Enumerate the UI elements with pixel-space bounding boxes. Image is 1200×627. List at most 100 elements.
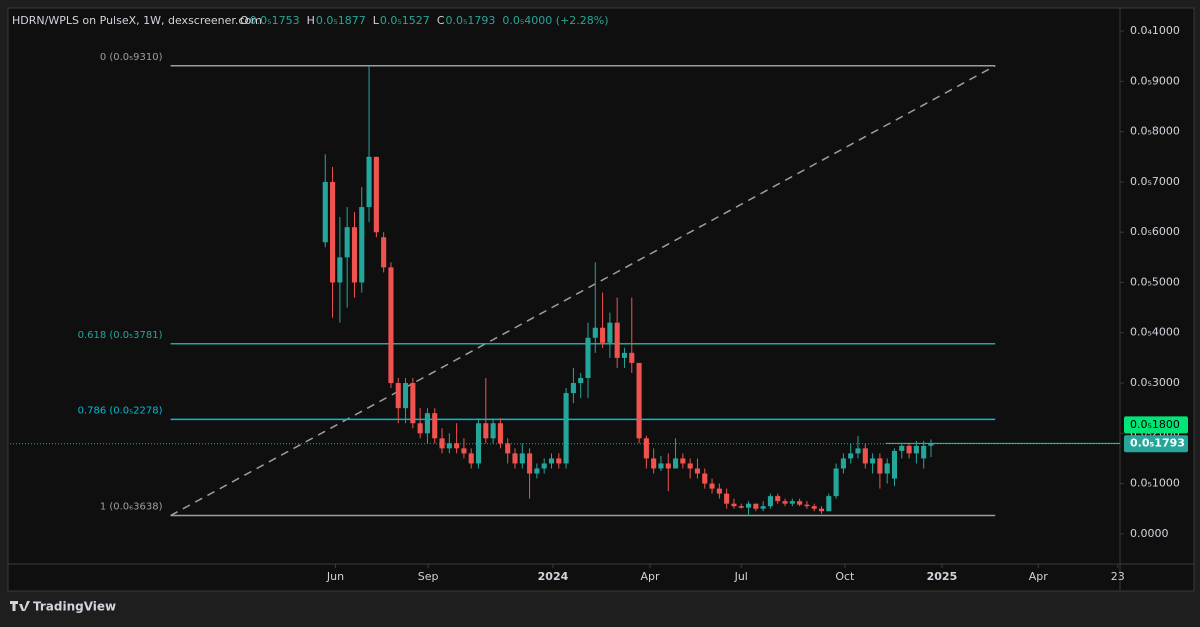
candle-body <box>636 362 642 439</box>
fib-label: 0.786 (0.0₅2278) <box>78 405 163 416</box>
candle-body <box>461 448 467 454</box>
x-tick-label: 23 <box>1111 570 1125 583</box>
fib-trend-line <box>170 65 996 517</box>
y-tick-label: 0.0₅5000 <box>1130 275 1180 288</box>
candle-body <box>811 506 817 509</box>
fib-label: 1 (0.0₆3638) <box>100 502 163 513</box>
candle-body <box>665 463 671 469</box>
candle-body <box>519 453 525 464</box>
candle-body <box>454 443 460 449</box>
candle-body <box>629 352 635 363</box>
y-tick-label: 0.0₅6000 <box>1130 225 1180 238</box>
candle-body <box>439 438 445 449</box>
legend-value: 0.0₅1753 <box>250 14 300 27</box>
x-tick-label: Apr <box>1029 570 1049 583</box>
candle-body <box>687 463 693 469</box>
candle-body <box>862 448 868 464</box>
last-price-label: 0.0₅1793 <box>1130 437 1185 450</box>
x-tick-label: 2024 <box>538 570 569 583</box>
candle-body <box>381 237 387 268</box>
x-tick-label: Oct <box>835 570 855 583</box>
candle-body <box>891 450 898 479</box>
candle-body <box>578 377 584 384</box>
fib-label: 0.618 (0.0₅3781) <box>78 330 163 341</box>
brand-name: TradingView <box>33 600 116 614</box>
x-tick-label: Apr <box>641 570 661 583</box>
candle-body <box>745 503 752 508</box>
candle-body <box>505 443 511 454</box>
candle-body <box>592 327 598 338</box>
brand-logo <box>10 601 30 611</box>
candle-body <box>833 468 839 497</box>
x-tick-label: Jul <box>734 570 748 583</box>
y-tick-label: 0.0₅4000 <box>1130 326 1180 339</box>
candle-body <box>884 463 890 474</box>
candle-body <box>826 496 832 512</box>
candle-body <box>373 156 379 233</box>
candle-body <box>840 458 846 469</box>
candle-body <box>417 423 423 434</box>
candle-body <box>848 453 854 459</box>
candle-body <box>767 496 773 507</box>
candle-body <box>600 327 606 343</box>
candle-body <box>651 458 657 469</box>
last-price-badge <box>1124 435 1188 453</box>
x-tick-label: 2025 <box>927 570 958 583</box>
candle-body <box>877 458 883 474</box>
candle-body <box>541 463 547 469</box>
candle-body <box>731 503 737 507</box>
candle-body <box>906 445 912 454</box>
candle-body <box>716 488 722 494</box>
candle-body <box>607 322 613 343</box>
candle-body <box>402 383 409 409</box>
y-tick-label: 0.0₄1000 <box>1130 24 1180 37</box>
candle-body <box>643 438 649 459</box>
candle-body <box>928 443 934 446</box>
candle-body <box>468 453 474 464</box>
candle-body <box>322 181 328 243</box>
y-tick-label: 0.0₅9000 <box>1130 74 1180 87</box>
y-tick-label: 0.0₅1000 <box>1130 477 1180 490</box>
candle-body <box>490 423 496 439</box>
price-line-label: 0.0₅1800 <box>1130 418 1180 431</box>
candle-body <box>344 227 350 258</box>
candle-body <box>913 445 919 454</box>
candle-body <box>804 504 810 507</box>
candle-body <box>497 423 503 444</box>
candle-body <box>680 458 686 464</box>
price-line-badge <box>1124 416 1188 434</box>
candle-body <box>359 207 365 283</box>
candle-body <box>870 458 876 464</box>
candle-body <box>789 501 795 504</box>
candle-body <box>527 453 533 474</box>
candle-body <box>694 468 701 474</box>
y-tick-label: 0.0₅7000 <box>1130 175 1180 188</box>
legend-key: C <box>437 14 445 27</box>
candle-body <box>621 352 628 358</box>
candle-body <box>563 393 569 464</box>
y-tick-label: 0.0₅3000 <box>1130 376 1180 389</box>
x-tick-label: Sep <box>418 570 439 583</box>
candle-body <box>738 506 744 508</box>
candle-body <box>351 227 358 283</box>
legend-key: H <box>307 14 315 27</box>
candle-body <box>570 383 576 394</box>
candle-body <box>658 463 664 469</box>
candle-body <box>760 506 766 509</box>
candle-body <box>775 496 781 502</box>
candle-body <box>673 458 679 469</box>
candle-body <box>702 473 708 484</box>
legend-value: 0.0₅1877 <box>316 14 366 27</box>
candle-body <box>556 458 562 464</box>
candle-body <box>337 257 343 283</box>
candle-body <box>446 443 452 449</box>
legend-key: O <box>240 14 249 27</box>
candle-body <box>818 508 825 512</box>
pane <box>7 7 1195 592</box>
candle-body <box>782 501 788 504</box>
candle-body <box>724 493 730 504</box>
x-tick-label: Jun <box>326 570 344 583</box>
candle-body <box>483 423 489 439</box>
chart-title: HDRN/WPLS on PulseX, 1W, dexscreener.com <box>12 14 262 27</box>
